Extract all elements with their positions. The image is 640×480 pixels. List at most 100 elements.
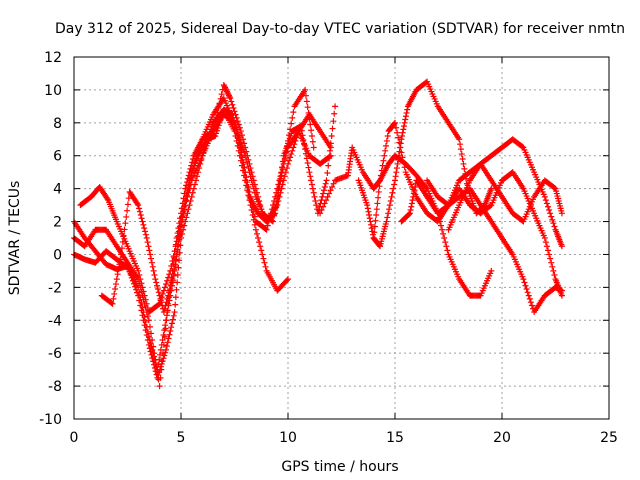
data-point <box>391 181 398 188</box>
data-point <box>229 101 236 108</box>
data-point <box>388 193 395 200</box>
data-point <box>551 184 558 191</box>
data-point <box>527 299 534 306</box>
axis-ticks: 0 5 10 15 20 25 -10 -8 -6 -4 -2 0 2 4 6 8 10 12 <box>39 50 618 446</box>
data-point <box>158 366 165 373</box>
data-point <box>163 343 170 350</box>
data-point <box>158 299 165 306</box>
data-point <box>257 243 264 250</box>
data-point <box>172 301 179 308</box>
data-point <box>170 312 177 319</box>
data-point <box>166 289 173 296</box>
data-point <box>153 363 160 370</box>
data-point <box>222 85 229 92</box>
data-point <box>225 91 232 98</box>
data-point <box>281 173 288 180</box>
data-point <box>320 190 327 197</box>
data-point <box>406 211 413 218</box>
data-point <box>262 263 269 270</box>
data-point <box>373 211 380 218</box>
data-point <box>409 197 416 204</box>
data-point <box>122 220 129 227</box>
data-point <box>154 282 161 289</box>
data-point <box>120 232 127 239</box>
data-point <box>461 165 468 172</box>
data-point <box>108 299 115 306</box>
data-point <box>155 289 162 296</box>
data-point <box>152 276 159 283</box>
data-point <box>123 213 130 220</box>
data-point <box>110 295 117 302</box>
data-point <box>225 92 232 99</box>
y-tick-label: 4 <box>53 182 62 198</box>
data-point <box>113 276 120 283</box>
data-point <box>172 261 179 268</box>
x-tick-label: 25 <box>600 430 618 446</box>
data-point <box>375 194 382 201</box>
data-point <box>160 355 167 362</box>
data-point <box>153 279 160 286</box>
data-point <box>308 177 315 184</box>
data-point <box>558 287 565 294</box>
data-point <box>525 292 532 299</box>
data-point <box>185 182 192 189</box>
data-point <box>248 177 255 184</box>
data-point <box>134 200 141 207</box>
data-point <box>312 197 319 204</box>
data-point <box>173 286 180 293</box>
data-point <box>368 225 375 232</box>
data-point <box>194 173 201 180</box>
data-point <box>551 272 558 279</box>
data-point <box>398 136 405 143</box>
data-point <box>231 118 238 125</box>
data-point <box>310 189 317 196</box>
data-point <box>519 143 526 150</box>
data-point <box>308 127 315 134</box>
data-point <box>169 276 176 283</box>
data-point <box>307 121 314 128</box>
data-point <box>159 358 166 365</box>
data-point <box>288 120 295 127</box>
data-point <box>285 276 291 283</box>
data-point <box>313 202 320 209</box>
data-point <box>145 333 152 340</box>
data-point <box>412 183 419 190</box>
data-point <box>162 325 169 332</box>
data-point <box>144 239 151 246</box>
data-point <box>547 210 554 217</box>
data-point <box>368 221 375 228</box>
data-point <box>251 213 258 220</box>
data-point <box>406 210 413 217</box>
data-point <box>172 294 179 301</box>
data-point <box>273 198 280 205</box>
data-point <box>395 134 402 141</box>
data-point <box>456 136 463 143</box>
data-point <box>144 328 151 335</box>
data-point <box>117 256 124 263</box>
data-point <box>308 181 315 188</box>
data-point <box>327 140 334 147</box>
data-point <box>170 253 177 260</box>
data-point <box>383 137 390 144</box>
data-point <box>167 327 174 334</box>
data-point <box>275 187 282 194</box>
data-point <box>364 202 371 209</box>
data-point <box>285 160 291 167</box>
data-point <box>276 181 283 188</box>
data-point <box>320 203 327 210</box>
data-point <box>523 286 530 293</box>
data-point <box>401 119 408 126</box>
data-point <box>223 87 230 94</box>
data-point <box>290 144 297 151</box>
data-point <box>326 155 333 162</box>
data-point <box>329 125 336 132</box>
data-point <box>400 159 407 166</box>
data-point <box>214 109 221 116</box>
data-point <box>439 226 446 233</box>
data-point <box>252 226 259 233</box>
data-point <box>545 247 552 254</box>
data-point <box>164 295 171 302</box>
data-point <box>216 119 223 126</box>
data-point <box>410 193 417 200</box>
